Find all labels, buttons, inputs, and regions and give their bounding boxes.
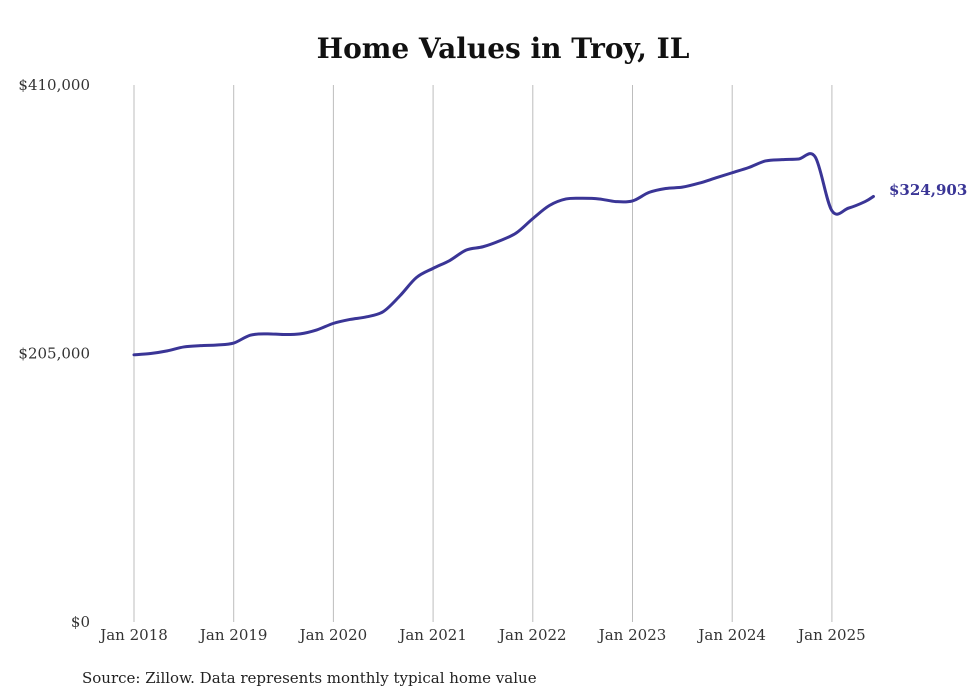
x-tick-label: Jan 2020 bbox=[298, 626, 368, 644]
x-tick-label: Jan 2022 bbox=[497, 626, 567, 644]
x-tick-label: Jan 2021 bbox=[397, 626, 467, 644]
y-tick-label: $0 bbox=[71, 613, 90, 631]
y-axis-ticks: $0 $205,000 $410,000 bbox=[18, 76, 90, 631]
grid-lines bbox=[133, 85, 833, 622]
home-value-line bbox=[132, 152, 875, 357]
latest-value-label: $324,903 bbox=[889, 181, 967, 199]
y-tick-label: $205,000 bbox=[18, 345, 90, 363]
x-tick-label: Jan 2019 bbox=[198, 626, 268, 644]
chart-title: Home Values in Troy, IL bbox=[317, 32, 690, 65]
x-tick-label: Jan 2024 bbox=[696, 626, 766, 644]
y-tick-label: $410,000 bbox=[18, 76, 90, 94]
x-tick-label: Jan 2023 bbox=[597, 626, 667, 644]
source-note: Source: Zillow. Data represents monthly … bbox=[82, 669, 537, 687]
x-tick-label: Jan 2025 bbox=[796, 626, 866, 644]
x-tick-label: Jan 2018 bbox=[98, 626, 168, 644]
x-axis-ticks: Jan 2018 Jan 2019 Jan 2020 Jan 2021 Jan 2022… bbox=[98, 626, 865, 644]
